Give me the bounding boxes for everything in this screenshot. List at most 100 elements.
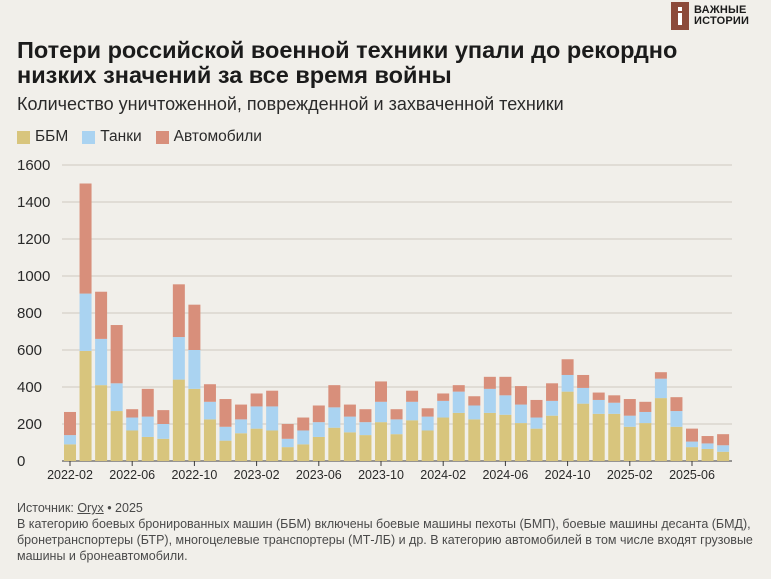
bar-tanks-2025-06 (686, 441, 698, 448)
x-tick-label-2022-02: 2022-02 (47, 468, 93, 482)
bar-tanks-2025-08 (717, 445, 730, 452)
bar-tanks-2024-10 (561, 374, 574, 392)
bar-tanks-2022-10 (188, 350, 201, 389)
bar-vehicles-2025-07 (701, 436, 714, 444)
bar-ifv-2023-11 (390, 434, 403, 461)
source-link[interactable]: Oryx (77, 501, 104, 515)
bar-ifv-2023-09 (359, 435, 372, 461)
bar-vehicles-2023-02 (250, 393, 263, 407)
bar-ifv-2025-01 (608, 413, 621, 461)
y-tick-label-1200: 1200 (17, 231, 50, 248)
bar-ifv-2025-03 (639, 423, 652, 461)
x-tick-label-2024-06: 2024-06 (482, 468, 528, 482)
bar-tanks-2025-05 (670, 411, 683, 427)
bar-vehicles-2023-11 (390, 409, 403, 420)
legend-swatch-vehicles (155, 130, 169, 144)
bar-vehicles-2025-04 (654, 372, 667, 379)
y-tick-label-1600: 1600 (17, 157, 50, 174)
bar-ifv-2022-05 (110, 411, 123, 461)
bar-ifv-2022-09 (172, 379, 185, 461)
bar-tanks-2022-06 (126, 417, 139, 431)
bar-vehicles-2025-06 (686, 428, 698, 442)
chart-legend: ББМ Танки Автомобили (17, 128, 262, 146)
bar-tanks-2024-06 (499, 395, 512, 415)
bar-tanks-2025-04 (654, 378, 667, 399)
bar-vehicles-2023-07 (328, 385, 341, 408)
bar-vehicles-2024-12 (592, 392, 605, 400)
x-tick-label-2022-06: 2022-06 (109, 468, 155, 482)
bar-vehicles-2023-04 (281, 424, 294, 439)
bar-tanks-2022-09 (172, 337, 185, 380)
bar-tanks-2024-04 (468, 405, 481, 420)
bar-vehicles-2024-10 (561, 359, 574, 375)
y-tick-label-400: 400 (17, 379, 42, 396)
bar-ifv-2024-06 (499, 414, 512, 461)
bar-vehicles-2024-02 (437, 393, 450, 401)
bar-vehicles-2023-03 (266, 390, 279, 407)
bar-ifv-2023-06 (312, 436, 325, 461)
x-tick-label-2022-10: 2022-10 (171, 468, 217, 482)
legend-item-ifv: ББМ (17, 128, 68, 146)
bar-ifv-2023-07 (328, 427, 341, 461)
bar-ifv-2022-06 (126, 430, 139, 461)
bar-ifv-2025-08 (717, 451, 730, 461)
bar-tanks-2025-07 (701, 443, 714, 449)
bar-tanks-2022-08 (157, 424, 170, 439)
legend-swatch-ifv (17, 130, 30, 144)
bar-ifv-2025-04 (654, 398, 667, 461)
bar-tanks-2023-08 (343, 416, 356, 433)
bar-vehicles-2022-05 (110, 325, 123, 384)
y-tick-label-200: 200 (17, 416, 42, 433)
bar-tanks-2024-07 (514, 404, 527, 424)
legend-item-tanks: Танки (82, 128, 142, 146)
bar-ifv-2024-01 (421, 430, 434, 461)
bar-tanks-2024-02 (437, 400, 450, 418)
bar-ifv-2025-06 (686, 447, 698, 461)
bar-ifv-2022-03 (79, 350, 92, 461)
bar-vehicles-2022-06 (126, 409, 139, 418)
bar-ifv-2024-04 (468, 419, 481, 461)
brand-badge-icon (671, 2, 689, 30)
bar-ifv-2022-10 (188, 388, 201, 461)
bar-vehicles-2025-05 (670, 397, 683, 412)
brand-name: ВАЖНЫЕ ИСТОРИИ (694, 5, 749, 27)
stacked-bar-chart: 0 200 400 600 800 1000 1200 1400 1600 2022-02 2022… (17, 157, 732, 482)
legend-item-vehicles: Автомобили (155, 128, 262, 146)
bar-tanks-2023-12 (406, 401, 419, 421)
bar-tanks-2023-04 (281, 438, 294, 448)
bar-tanks-2023-03 (266, 406, 279, 431)
bar-vehicles-2024-01 (421, 408, 434, 417)
y-tick-label-600: 600 (17, 342, 42, 359)
bar-ifv-2024-03 (452, 412, 465, 461)
bar-vehicles-2023-05 (297, 417, 310, 431)
bar-tanks-2025-01 (608, 402, 621, 414)
bar-ifv-2023-02 (250, 428, 263, 461)
bar-vehicles-2023-09 (359, 409, 372, 423)
bar-ifv-2022-08 (157, 438, 170, 461)
footnote: В категорию боевых бронированных машин (… (17, 517, 753, 563)
x-tick-label-2023-02: 2023-02 (234, 468, 280, 482)
source-line: Источник: Oryx • 2025 (17, 500, 762, 516)
bar-vehicles-2024-09 (546, 383, 559, 401)
bar-ifv-2023-03 (266, 430, 279, 461)
bar-vehicles-2022-11 (203, 384, 216, 402)
legend-label-ifv: ББМ (35, 128, 69, 145)
y-tick-label-1000: 1000 (17, 268, 50, 285)
brand-line-2: ИСТОРИИ (694, 15, 750, 27)
bar-vehicles-2024-07 (514, 386, 527, 405)
y-tick-label-1400: 1400 (17, 194, 50, 211)
bar-tanks-2024-11 (577, 387, 590, 404)
bar-vehicles-2023-06 (312, 405, 325, 423)
bar-vehicles-2022-03 (79, 183, 92, 294)
bar-tanks-2025-03 (639, 411, 652, 424)
bar-tanks-2024-08 (530, 417, 543, 429)
bar-vehicles-2025-03 (639, 401, 652, 412)
bar-vehicles-2023-12 (406, 390, 419, 402)
bar-ifv-2023-10 (375, 422, 387, 461)
bar-tanks-2022-11 (203, 401, 216, 420)
chart-title: Потери российской военной техники упали … (17, 37, 678, 88)
bar-vehicles-2025-08 (717, 434, 730, 446)
bar-vehicles-2024-11 (577, 374, 590, 388)
source-year: • 2025 (107, 501, 143, 515)
bar-tanks-2022-07 (141, 416, 154, 437)
